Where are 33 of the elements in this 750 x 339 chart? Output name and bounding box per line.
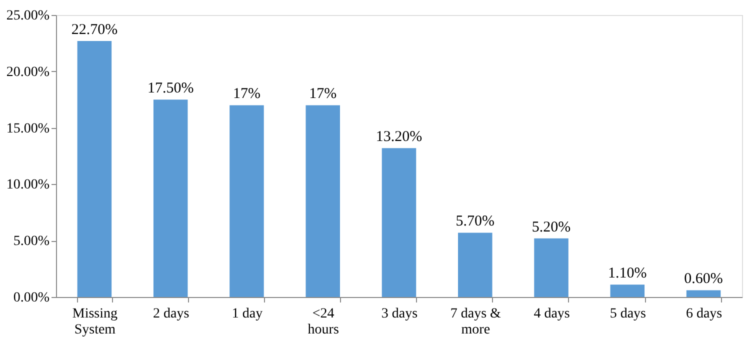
bar bbox=[610, 284, 645, 297]
data-label: 0.60% bbox=[684, 271, 723, 288]
y-tick-label: 25.00% bbox=[6, 8, 50, 24]
data-label: 5.70% bbox=[456, 214, 495, 230]
y-tick-label: 15.00% bbox=[6, 121, 50, 136]
bar bbox=[382, 148, 416, 297]
data-label: 17.50% bbox=[147, 80, 194, 97]
y-tick-label: 10.00% bbox=[6, 178, 50, 193]
bar bbox=[534, 238, 568, 297]
bar bbox=[77, 40, 112, 297]
x-tick-label: <24 hours bbox=[308, 306, 339, 338]
data-label: 5.20% bbox=[532, 219, 571, 236]
y-tick-label: 0.00% bbox=[13, 290, 50, 306]
data-label: 17% bbox=[309, 86, 337, 102]
x-tick-label: 2 days bbox=[153, 306, 190, 322]
x-tick-label: Missing System bbox=[72, 306, 118, 338]
data-label: 13.20% bbox=[376, 129, 422, 146]
bar bbox=[230, 105, 264, 297]
x-tick-label: 3 days bbox=[381, 306, 418, 322]
data-label: 1.10% bbox=[608, 266, 647, 282]
x-tick-label: 5 days bbox=[610, 306, 646, 322]
data-label: 17% bbox=[232, 86, 260, 102]
y-tick-label: 20.00% bbox=[6, 64, 50, 80]
x-tick-label: 6 days bbox=[686, 306, 722, 322]
y-tick-label: 5.00% bbox=[13, 234, 50, 250]
x-tick-label: 7 days & more bbox=[450, 306, 502, 338]
data-label: 22.70% bbox=[71, 22, 118, 38]
bar bbox=[686, 290, 721, 297]
bar bbox=[153, 100, 188, 297]
bar bbox=[306, 105, 340, 297]
x-tick-label: 4 days bbox=[534, 306, 570, 322]
x-tick-label: 1 day bbox=[232, 306, 263, 322]
bar bbox=[458, 232, 492, 297]
